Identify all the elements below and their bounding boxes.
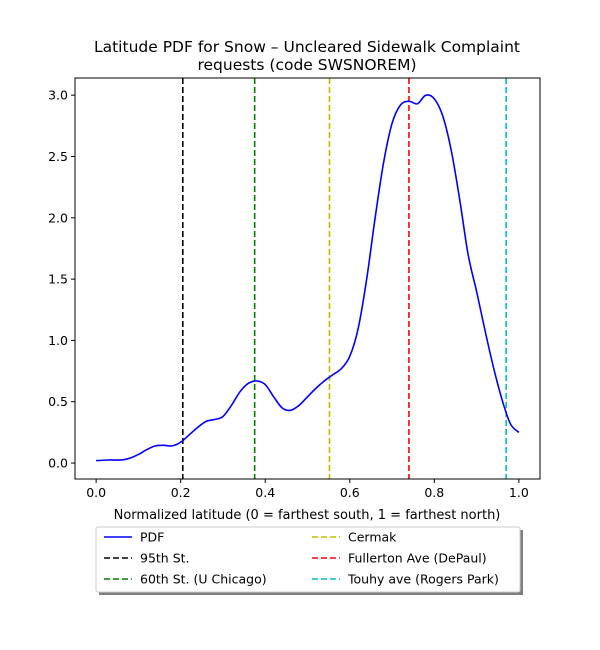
legend: PDF 95th St. 60th St. (U Chicago) Cermak Ful… [95, 526, 523, 595]
x-tick-label: 1.0 [509, 485, 529, 500]
y-tick-label: 1.0 [48, 333, 68, 348]
x-tick-label: 0.2 [171, 485, 191, 500]
reference-lines [181, 78, 507, 479]
legend-label-touhy-ave-rogers-park: Touhy ave (Rogers Park) [347, 572, 499, 587]
y-tick-label: 0.0 [48, 456, 68, 471]
legend-label-95th-st: 95th St. [140, 551, 190, 566]
legend-label-60th-st-u-chicago: 60th St. (U Chicago) [140, 572, 267, 587]
legend-box [95, 526, 521, 593]
plot-area [74, 77, 541, 480]
legend-label-pdf: PDF [140, 530, 164, 545]
y-tick-label: 0.5 [48, 394, 68, 409]
legend-label-fullerton-ave-depaul: Fullerton Ave (DePaul) [348, 551, 487, 566]
legend-items: PDF 95th St. 60th St. (U Chicago) Cermak Ful… [104, 530, 499, 587]
pdf-line [96, 94, 520, 462]
y-tick-label: 2.5 [48, 149, 68, 164]
plot-frame [74, 77, 541, 480]
x-axis: 0.0 0.2 0.4 0.6 0.8 1.0 [86, 479, 529, 500]
y-axis: 0.0 0.5 1.0 1.5 2.0 2.5 3.0 [48, 88, 75, 471]
x-tick-label: 0.6 [340, 485, 360, 500]
x-axis-label: Normalized latitude (0 = farthest south,… [114, 508, 501, 523]
chart-title-line-2: requests (code SWSNOREM) [197, 56, 416, 74]
chart-title-line-1: Latitude PDF for Snow – Uncleared Sidewa… [94, 38, 520, 56]
legend-label-cermak: Cermak [348, 530, 397, 545]
y-tick-label: 2.0 [48, 210, 68, 225]
x-tick-label: 0.4 [255, 485, 275, 500]
x-tick-label: 0.0 [86, 485, 106, 500]
y-tick-label: 3.0 [48, 88, 68, 103]
y-tick-label: 1.5 [48, 272, 68, 287]
x-tick-label: 0.8 [424, 485, 444, 500]
